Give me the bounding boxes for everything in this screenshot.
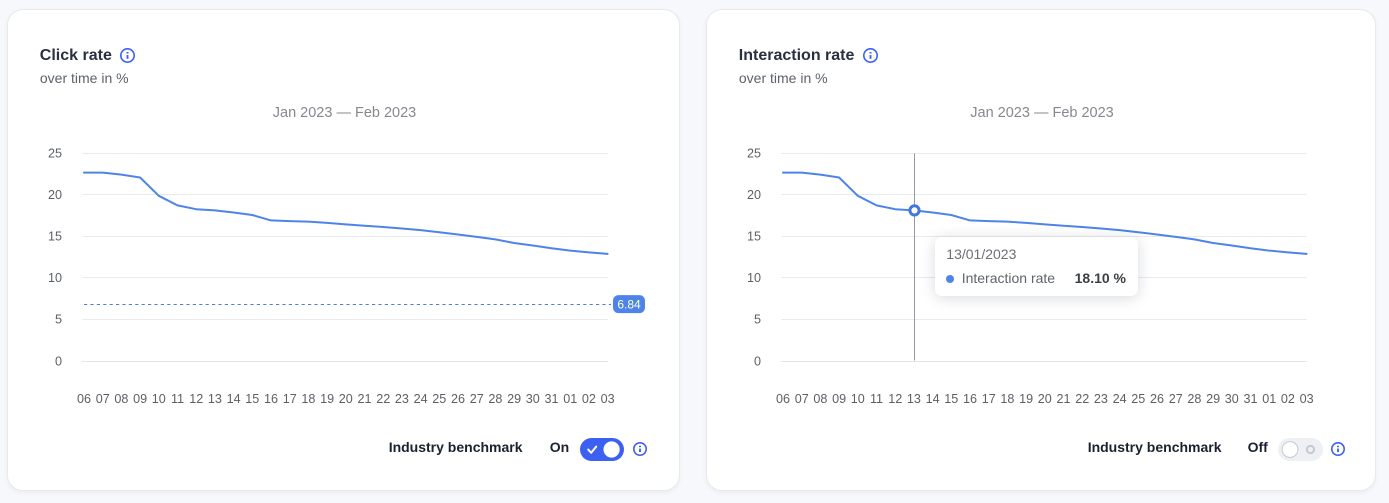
svg-text:10: 10 — [152, 392, 166, 406]
svg-text:25: 25 — [48, 146, 62, 160]
svg-text:02: 02 — [1281, 392, 1295, 406]
svg-text:28: 28 — [488, 392, 502, 406]
svg-text:11: 11 — [870, 392, 883, 406]
svg-text:25: 25 — [1131, 392, 1145, 406]
svg-text:23: 23 — [395, 392, 409, 406]
svg-text:14: 14 — [926, 392, 940, 406]
svg-text:6.84: 6.84 — [617, 297, 641, 311]
svg-text:09: 09 — [832, 392, 846, 406]
svg-text:01: 01 — [563, 392, 577, 406]
svg-text:15: 15 — [747, 230, 761, 244]
svg-text:11: 11 — [171, 392, 184, 406]
svg-text:15: 15 — [245, 392, 259, 406]
svg-text:15: 15 — [48, 230, 62, 244]
svg-text:0: 0 — [55, 354, 62, 368]
svg-text:09: 09 — [133, 392, 147, 406]
svg-text:22: 22 — [376, 392, 390, 406]
svg-text:5: 5 — [55, 313, 62, 327]
svg-text:23: 23 — [1094, 392, 1108, 406]
svg-text:08: 08 — [813, 392, 827, 406]
svg-text:19: 19 — [320, 392, 334, 406]
svg-text:17: 17 — [283, 392, 297, 406]
svg-text:28: 28 — [1187, 392, 1201, 406]
svg-text:07: 07 — [795, 392, 809, 406]
svg-text:18: 18 — [1000, 392, 1014, 406]
svg-text:20: 20 — [339, 392, 353, 406]
svg-text:10: 10 — [747, 271, 761, 285]
svg-text:13: 13 — [907, 392, 921, 406]
svg-text:19: 19 — [1019, 392, 1033, 406]
svg-text:25: 25 — [432, 392, 446, 406]
svg-text:22: 22 — [1075, 392, 1089, 406]
svg-text:07: 07 — [96, 392, 110, 406]
svg-text:01: 01 — [1262, 392, 1276, 406]
svg-text:31: 31 — [1243, 392, 1257, 406]
svg-text:18: 18 — [301, 392, 315, 406]
svg-text:02: 02 — [582, 392, 596, 406]
svg-text:27: 27 — [1169, 392, 1183, 406]
svg-text:29: 29 — [1206, 392, 1220, 406]
svg-text:5: 5 — [754, 313, 761, 327]
svg-text:31: 31 — [544, 392, 558, 406]
svg-text:10: 10 — [851, 392, 865, 406]
svg-text:15: 15 — [944, 392, 958, 406]
svg-text:20: 20 — [48, 188, 62, 202]
svg-text:21: 21 — [357, 392, 371, 406]
svg-text:12: 12 — [189, 392, 203, 406]
svg-text:17: 17 — [982, 392, 996, 406]
svg-text:03: 03 — [1300, 392, 1314, 406]
svg-text:25: 25 — [747, 146, 761, 160]
svg-text:16: 16 — [963, 392, 977, 406]
svg-text:06: 06 — [776, 392, 790, 406]
svg-text:08: 08 — [114, 392, 128, 406]
svg-text:10: 10 — [48, 271, 62, 285]
svg-text:06: 06 — [77, 392, 91, 406]
svg-text:14: 14 — [227, 392, 241, 406]
svg-text:03: 03 — [601, 392, 615, 406]
svg-text:26: 26 — [451, 392, 465, 406]
svg-text:20: 20 — [747, 188, 761, 202]
svg-text:16: 16 — [264, 392, 278, 406]
svg-text:29: 29 — [507, 392, 521, 406]
svg-text:24: 24 — [414, 392, 428, 406]
svg-text:20: 20 — [1038, 392, 1052, 406]
svg-text:27: 27 — [470, 392, 484, 406]
svg-text:0: 0 — [754, 354, 761, 368]
svg-text:13: 13 — [208, 392, 222, 406]
svg-text:30: 30 — [1225, 392, 1239, 406]
svg-text:21: 21 — [1056, 392, 1070, 406]
svg-text:24: 24 — [1113, 392, 1127, 406]
svg-text:26: 26 — [1150, 392, 1164, 406]
svg-text:12: 12 — [888, 392, 902, 406]
svg-text:30: 30 — [526, 392, 540, 406]
